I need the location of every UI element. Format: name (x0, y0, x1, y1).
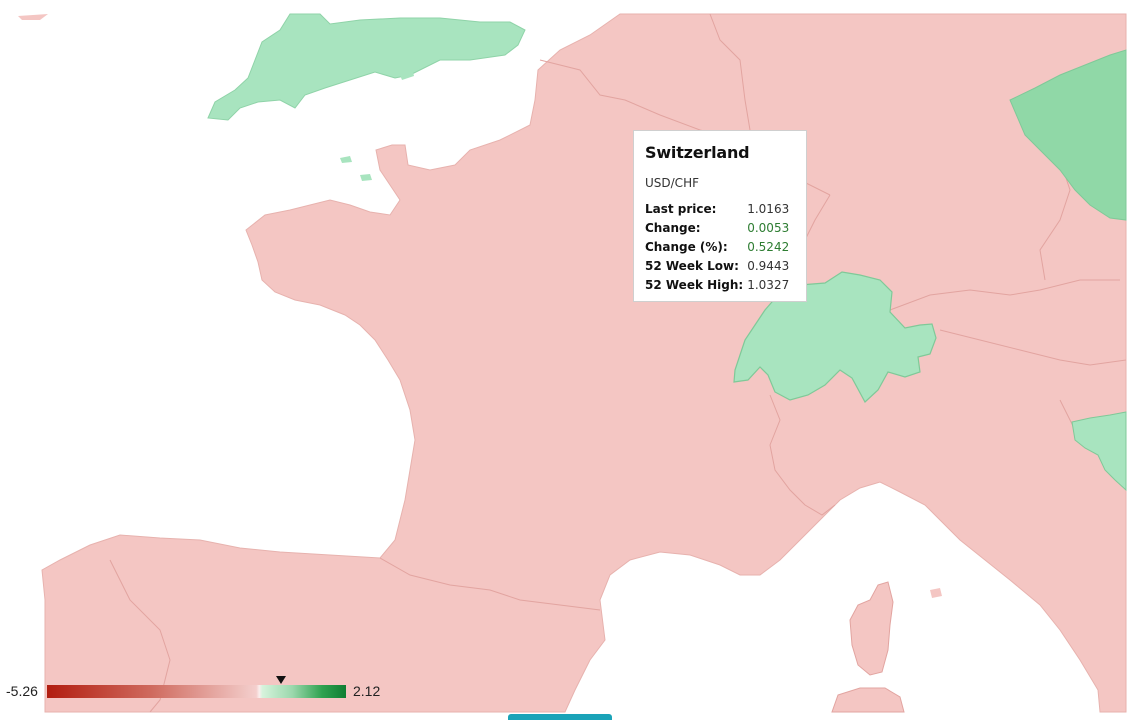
tooltip-value: 0.9443 (747, 258, 790, 273)
tooltip-label: Change (%): (645, 239, 728, 254)
country-switzerland (733, 271, 937, 403)
tooltip-label: 52 Week Low: (645, 258, 739, 273)
bottom-scroll-tab[interactable] (508, 714, 612, 720)
legend-max-label: 2.12 (353, 683, 381, 699)
tooltip-label: Change: (645, 220, 701, 235)
island-corsica (849, 581, 894, 676)
tooltip-row-change: Change: 0.0053 (645, 218, 789, 237)
continent-land (41, 13, 1127, 713)
tooltip-value: 1.0163 (747, 201, 790, 216)
tooltip-value: 0.5242 (747, 239, 790, 254)
tooltip-value: 0.0053 (747, 220, 790, 235)
channel-island-2 (360, 174, 372, 181)
tooltip-row-last-price: Last price: 1.0163 (645, 199, 789, 218)
tooltip-row-52-week-low: 52 Week Low: 0.9443 (645, 256, 789, 275)
tooltip-label: Last price: (645, 201, 717, 216)
border-france-italy (769, 394, 836, 516)
tooltip-row-change-percent: Change (%): 0.5242 (645, 237, 789, 256)
country-croatia (1071, 411, 1127, 492)
tooltip-label: 52 Week High: (645, 277, 744, 292)
country-tooltip: Switzerland USD/CHF Last price: 1.0163 C… (633, 130, 807, 302)
border-spain-portugal (109, 559, 171, 713)
border-benelux-germany (709, 13, 751, 131)
legend-min-label: -5.26 (6, 683, 38, 699)
tooltip-value: 1.0327 (747, 277, 790, 292)
tooltip-stats-table: Last price: 1.0163 Change: 0.0053 Change… (645, 199, 789, 294)
border-austria-italy (939, 329, 1127, 366)
tooltip-country-name: Switzerland (645, 143, 750, 162)
country-uk (207, 13, 526, 121)
tooltip-currency-pair: USD/CHF (645, 176, 699, 190)
legend-color-scale (47, 685, 346, 698)
border-germany-austria (889, 279, 1120, 311)
channel-island-1 (340, 156, 352, 163)
border-france-spain (379, 557, 601, 611)
ireland-tip (18, 14, 48, 20)
legend-value-marker-icon (276, 676, 287, 684)
island-sardinia (831, 687, 905, 713)
tooltip-row-52-week-high: 52 Week High: 1.0327 (645, 275, 789, 294)
island-wight (398, 68, 414, 80)
island-elba (930, 588, 942, 598)
country-czech (1009, 49, 1127, 221)
